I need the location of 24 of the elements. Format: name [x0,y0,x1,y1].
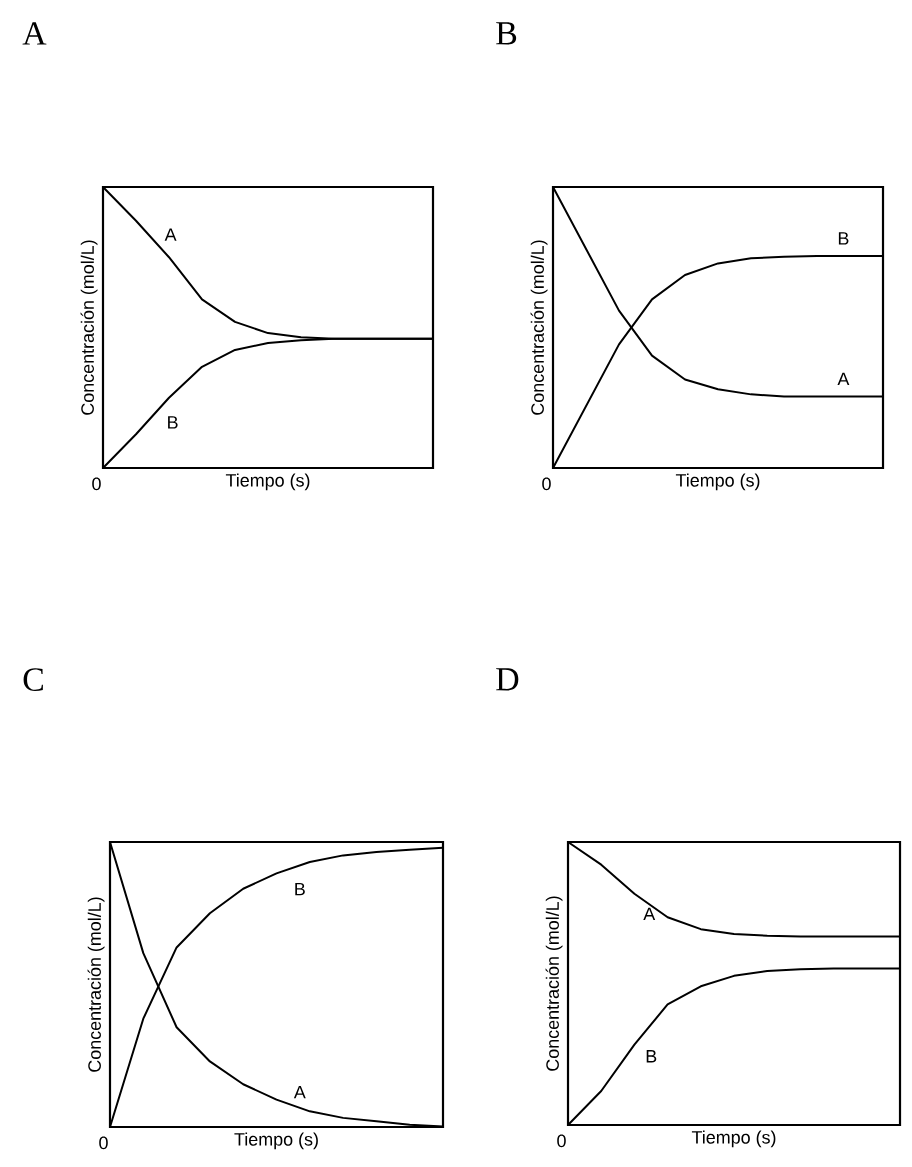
series-label: B [295,882,305,896]
text: 0 [557,1134,566,1148]
x-axis-title: Tiempo (s) [675,473,760,491]
chart-title: B [496,22,517,45]
series-label: B [838,232,849,245]
text: 0 [99,1136,108,1150]
text: 0 [92,477,101,491]
y-axis-title: Concentración (mol/L) [545,896,563,1071]
series-label: B [646,1050,657,1063]
chart-title: D [496,668,519,691]
series-label: A [643,907,656,920]
series-label: B [168,416,178,429]
series-label: A [837,372,850,386]
y-axis-title: Concentración (mol/L) [80,240,98,415]
x-axis-title: Tiempo (s) [225,473,310,491]
y-axis-title: Concentración (mol/L) [87,897,105,1072]
y-axis-title: Concentración (mol/L) [530,240,548,415]
x-axis-title: Tiempo (s) [691,1130,776,1148]
text: 0 [542,477,551,491]
chart-title: C [23,668,43,691]
x-axis-title: Tiempo (s) [234,1132,318,1150]
chart-title: A [22,22,47,45]
series-label: A [164,228,177,241]
series-label: A [293,1085,306,1099]
